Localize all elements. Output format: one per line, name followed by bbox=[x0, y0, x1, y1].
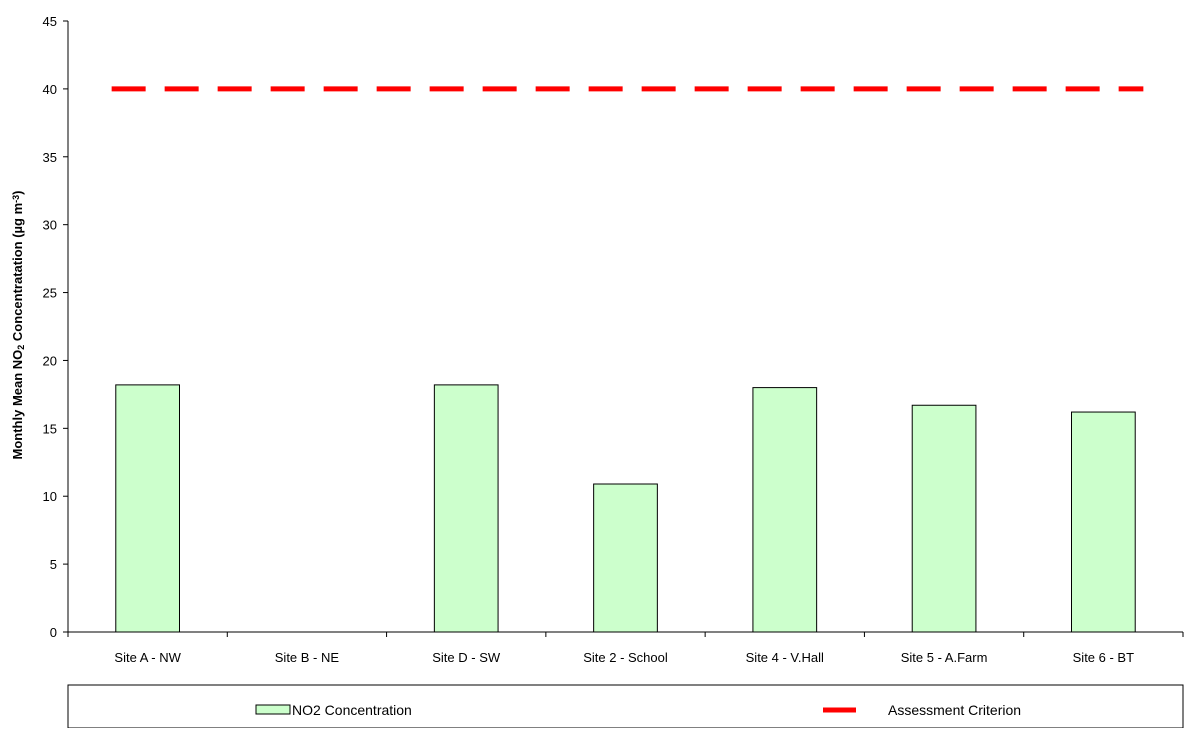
y-tick-label: 35 bbox=[43, 150, 57, 165]
x-tick-label: Site 6 - BT bbox=[1073, 650, 1134, 665]
y-tick-label: 10 bbox=[43, 489, 57, 504]
bar bbox=[1071, 411, 1136, 633]
y-tick-label: 30 bbox=[43, 218, 57, 233]
legend-label-criterion: Assessment Criterion bbox=[888, 702, 1021, 718]
x-tick-label: Site 4 - V.Hall bbox=[746, 650, 824, 665]
legend: NO2 Concentration Assessment Criterion bbox=[67, 684, 1184, 729]
y-tick-label: 25 bbox=[43, 286, 57, 301]
legend-box bbox=[67, 684, 1184, 729]
y-axis-title-part: 2 bbox=[16, 345, 26, 350]
y-tick-label: 5 bbox=[50, 557, 57, 572]
y-axis-title-part: ) bbox=[10, 191, 25, 195]
y-axis-title-part: -3 bbox=[11, 195, 21, 203]
y-tick-label: 40 bbox=[43, 82, 57, 97]
y-tick-label: 45 bbox=[43, 14, 57, 29]
x-tick-label: Site 5 - A.Farm bbox=[901, 650, 988, 665]
legend-label-no2: NO2 Concentration bbox=[292, 702, 412, 718]
tick-labels-layer: 0 5 10 15 20 25 30 35 40 45 Site A - NW Site B - NE… bbox=[43, 14, 1135, 665]
y-tick-label: 20 bbox=[43, 353, 57, 368]
bar bbox=[433, 384, 499, 633]
bar bbox=[911, 404, 977, 633]
bar bbox=[115, 384, 180, 633]
y-axis-title-part: Monthly Mean NO bbox=[10, 350, 25, 460]
x-tick-label: Site 2 - School bbox=[583, 650, 668, 665]
y-tick-label: 0 bbox=[50, 625, 57, 640]
legend-swatch-no2 bbox=[255, 704, 291, 715]
x-tick-label: Site D - SW bbox=[432, 650, 501, 665]
bar bbox=[593, 483, 658, 633]
y-axis-title-part: Concentratation (µg m bbox=[10, 203, 25, 345]
bars-layer bbox=[115, 384, 1136, 633]
y-tick-label: 15 bbox=[43, 421, 57, 436]
x-tick-label: Site B - NE bbox=[275, 650, 340, 665]
y-axis-title: Monthly Mean NO2 Concentratation (µg m-3… bbox=[10, 191, 26, 460]
bar bbox=[752, 387, 818, 633]
x-tick-label: Site A - NW bbox=[114, 650, 181, 665]
